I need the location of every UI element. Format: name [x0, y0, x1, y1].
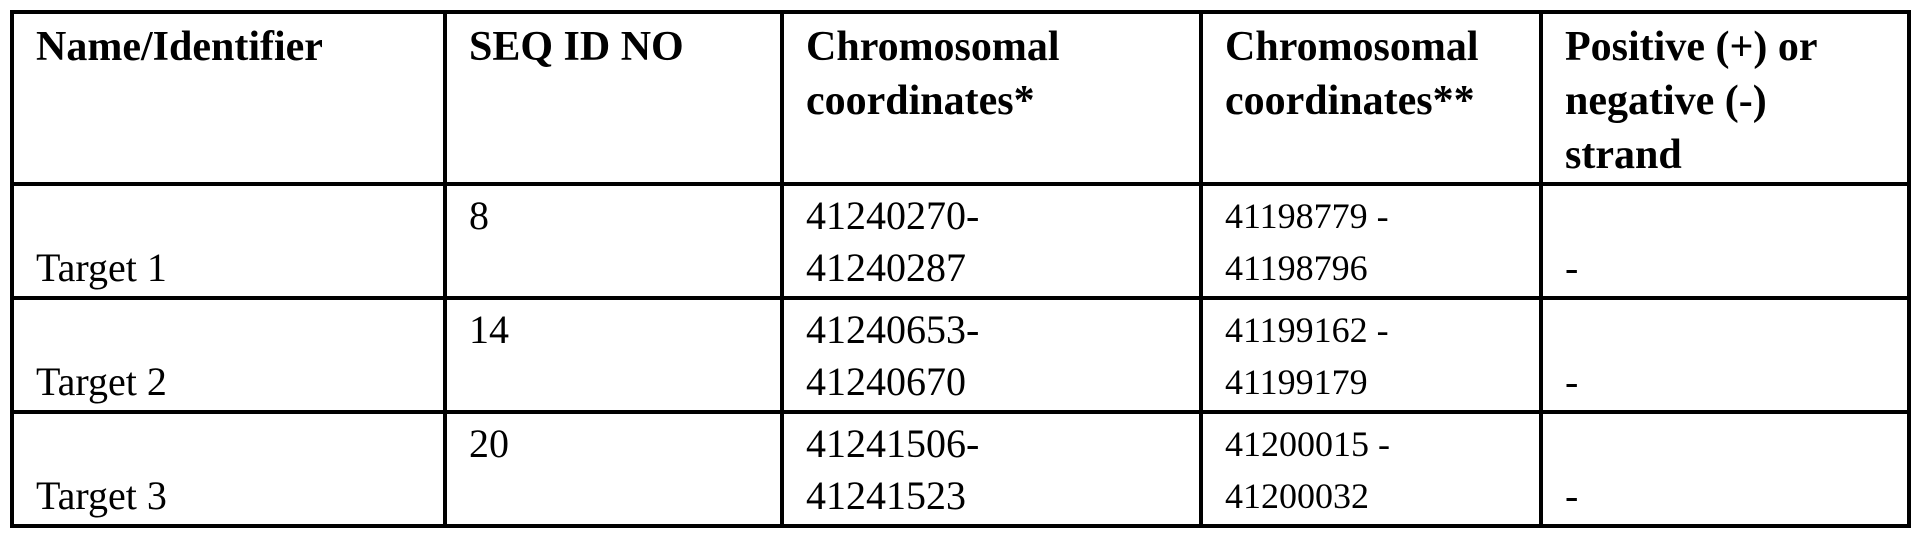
header-text: strand — [1565, 128, 1907, 182]
cell-coords2: 41199162 -41199179 — [1201, 298, 1541, 412]
cell-name: Target 3 — [12, 412, 445, 526]
table-row: Target 32041241506-4124152341200015 -412… — [12, 412, 1909, 526]
strand-text: - — [1565, 359, 1578, 404]
cell-coords1: 41240270-41240287 — [782, 184, 1201, 298]
name-text: Target 1 — [36, 245, 167, 290]
header-text: coordinates* — [806, 74, 1199, 128]
cell-coords1: 41241506-41241523 — [782, 412, 1201, 526]
seq-id-text: 8 — [469, 193, 489, 238]
cell-strand: - — [1541, 412, 1909, 526]
coords-text: 41240287 — [806, 242, 1199, 294]
cell-seq-id: 20 — [445, 412, 782, 526]
cell-name: Target 1 — [12, 184, 445, 298]
header-text: Chromosomal — [1225, 20, 1539, 74]
coords-text: 41240270- — [806, 190, 1199, 242]
coords-text: 41198796 — [1225, 242, 1539, 294]
name-text: Target 2 — [36, 359, 167, 404]
table-row: Target 21441240653-4124067041199162 -411… — [12, 298, 1909, 412]
coords-text: 41200032 — [1225, 470, 1539, 522]
coords-text: 41198779 - — [1225, 190, 1539, 242]
coords-text: 41241506- — [806, 418, 1199, 470]
header-coords1: Chromosomalcoordinates* — [782, 12, 1201, 184]
header-name: Name/Identifier — [12, 12, 445, 184]
header-text: Positive (+) or — [1565, 20, 1907, 74]
header-coords2: Chromosomalcoordinates** — [1201, 12, 1541, 184]
cell-coords1: 41240653-41240670 — [782, 298, 1201, 412]
cell-name: Target 2 — [12, 298, 445, 412]
table-row: Target 1841240270-4124028741198779 -4119… — [12, 184, 1909, 298]
header-strand: Positive (+) ornegative (-)strand — [1541, 12, 1909, 184]
header-text: Chromosomal — [806, 20, 1199, 74]
strand-text: - — [1565, 245, 1578, 290]
seq-id-text: 20 — [469, 421, 509, 466]
header-seq-id: SEQ ID NO — [445, 12, 782, 184]
header-text: negative (-) — [1565, 74, 1907, 128]
strand-text: - — [1565, 473, 1578, 518]
coords-text: 41199179 — [1225, 356, 1539, 408]
coords-text: 41241523 — [806, 470, 1199, 522]
coords-text: 41200015 - — [1225, 418, 1539, 470]
name-text: Target 3 — [36, 473, 167, 518]
cell-seq-id: 14 — [445, 298, 782, 412]
header-text: SEQ ID NO — [469, 20, 780, 74]
sequence-table: Name/Identifier SEQ ID NO Chromosomalcoo… — [10, 10, 1911, 528]
coords-text: 41199162 - — [1225, 304, 1539, 356]
seq-id-text: 14 — [469, 307, 509, 352]
cell-coords2: 41198779 -41198796 — [1201, 184, 1541, 298]
cell-strand: - — [1541, 184, 1909, 298]
coords-text: 41240653- — [806, 304, 1199, 356]
cell-seq-id: 8 — [445, 184, 782, 298]
header-text: coordinates** — [1225, 74, 1539, 128]
cell-coords2: 41200015 -41200032 — [1201, 412, 1541, 526]
coords-text: 41240670 — [806, 356, 1199, 408]
header-text: Name/Identifier — [36, 20, 443, 74]
header-row: Name/Identifier SEQ ID NO Chromosomalcoo… — [12, 12, 1909, 184]
cell-strand: - — [1541, 298, 1909, 412]
